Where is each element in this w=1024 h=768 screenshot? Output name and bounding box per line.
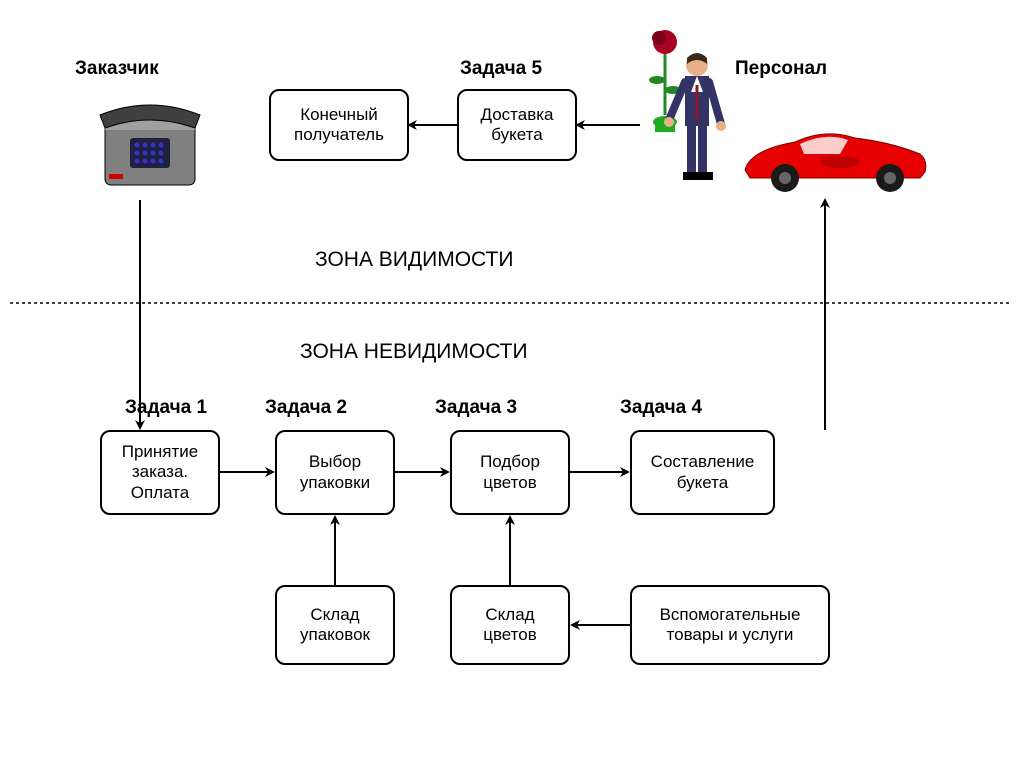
box-flower-select-text: Подборцветов (480, 452, 540, 493)
zone-visible: ЗОНА ВИДИМОСТИ (315, 248, 513, 272)
box-compose-text: Составлениебукета (651, 452, 755, 493)
box-pack-select: Выборупаковки (275, 430, 395, 515)
box-flower-select: Подборцветов (450, 430, 570, 515)
box-pack-store: Складупаковок (275, 585, 395, 665)
car-icon (740, 120, 930, 200)
box-delivery: Доставкабукета (457, 89, 577, 161)
zone-invisible: ЗОНА НЕВИДИМОСТИ (300, 340, 528, 364)
label-personnel: Персонал (735, 58, 827, 80)
person-rose-icon (635, 20, 735, 200)
box-compose: Составлениебукета (630, 430, 775, 515)
box-pack-select-text: Выборупаковки (300, 452, 370, 493)
label-task3: Задача 3 (435, 397, 517, 419)
box-pack-store-text: Складупаковок (300, 605, 370, 646)
phone-icon (95, 90, 205, 190)
box-receiver: Конечныйполучатель (269, 89, 409, 161)
label-task2: Задача 2 (265, 397, 347, 419)
label-customer: Заказчик (75, 58, 159, 80)
box-delivery-text: Доставкабукета (480, 105, 553, 146)
box-accept-text: Принятиезаказа.Оплата (122, 442, 199, 503)
box-flower-store-text: Складцветов (483, 605, 537, 646)
box-flower-store: Складцветов (450, 585, 570, 665)
box-accept: Принятиезаказа.Оплата (100, 430, 220, 515)
label-task1: Задача 1 (125, 397, 207, 419)
box-receiver-text: Конечныйполучатель (294, 105, 384, 146)
box-aux: Вспомогательныетовары и услуги (630, 585, 830, 665)
label-task5: Задача 5 (460, 58, 542, 80)
box-aux-text: Вспомогательныетовары и услуги (660, 605, 801, 646)
label-task4: Задача 4 (620, 397, 702, 419)
